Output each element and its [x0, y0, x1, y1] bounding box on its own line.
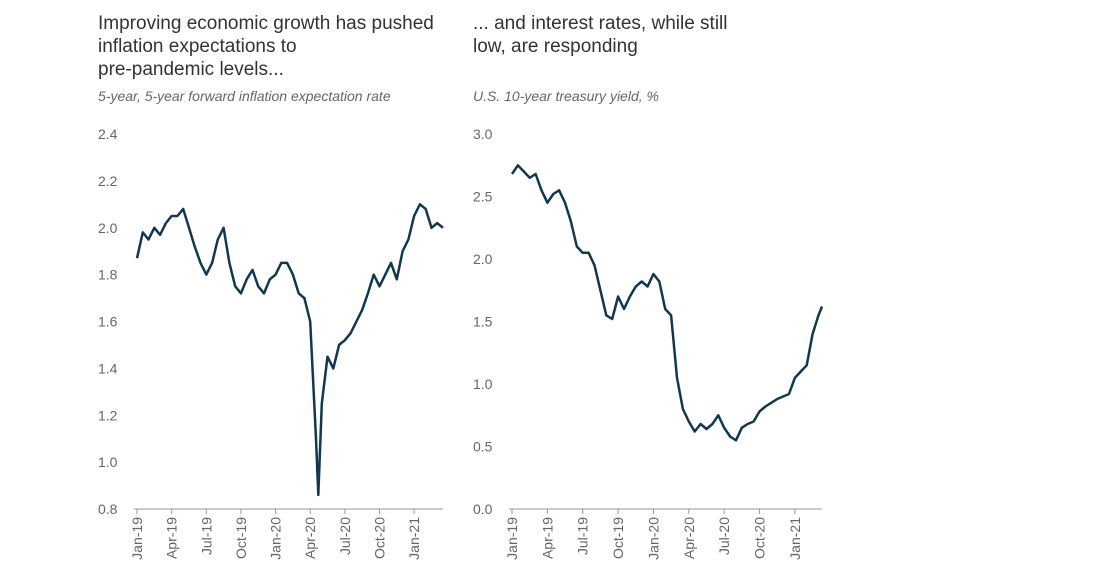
x-tick-label: Jan-19	[129, 517, 145, 560]
y-tick-label: 0.5	[473, 439, 493, 455]
y-tick-label: 1.6	[98, 314, 118, 330]
x-tick-label: Jan-21	[787, 517, 803, 560]
x-tick-label: Jan-20	[645, 517, 661, 560]
x-tick-label: Jul-19	[198, 517, 214, 555]
x-tick-label: Apr-20	[681, 517, 697, 559]
y-tick-label: 2.5	[473, 189, 493, 205]
x-tick-label: Jul-19	[575, 517, 591, 555]
x-tick-label: Apr-20	[302, 517, 318, 559]
y-tick-label: 2.4	[98, 126, 118, 142]
y-tick-label: 1.8	[98, 267, 118, 283]
x-tick-label: Oct-20	[371, 517, 387, 559]
x-tick-label: Jan-19	[504, 517, 520, 560]
chart-subtitle: U.S. 10-year treasury yield, %	[473, 88, 659, 104]
x-tick-label: Jan-20	[268, 517, 284, 560]
y-tick-label: 2.0	[473, 251, 493, 267]
x-tick-label: Jul-20	[337, 517, 353, 555]
y-tick-label: 3.0	[473, 126, 493, 142]
x-tick-label: Jul-20	[716, 517, 732, 555]
y-tick-label: 1.0	[98, 454, 118, 470]
y-tick-label: 1.4	[98, 360, 118, 376]
line	[510, 164, 824, 442]
y-tick-label: 2.2	[98, 173, 118, 189]
x-tick-label: Apr-19	[164, 517, 180, 559]
y-tick-label: 1.2	[98, 407, 118, 423]
y-tick-label: 1.0	[473, 376, 493, 392]
chart-title: Improving economic growth has pushed infl…	[98, 13, 434, 80]
x-tick-label: Apr-19	[539, 517, 555, 559]
x-tick-label: Jan-21	[406, 517, 422, 560]
x-tick-label: Oct-19	[233, 517, 249, 559]
y-tick-label: 0.8	[98, 501, 118, 517]
x-tick-label: Oct-19	[610, 517, 626, 559]
chart-title: ... and interest rates, while still low, …	[473, 13, 728, 57]
y-tick-label: 0.0	[473, 501, 493, 517]
line	[135, 203, 444, 497]
chart-subtitle: 5-year, 5-year forward inflation expecta…	[98, 88, 391, 104]
x-tick-label: Oct-20	[752, 517, 768, 559]
y-tick-label: 2.0	[98, 220, 118, 236]
y-tick-label: 1.5	[473, 314, 493, 330]
